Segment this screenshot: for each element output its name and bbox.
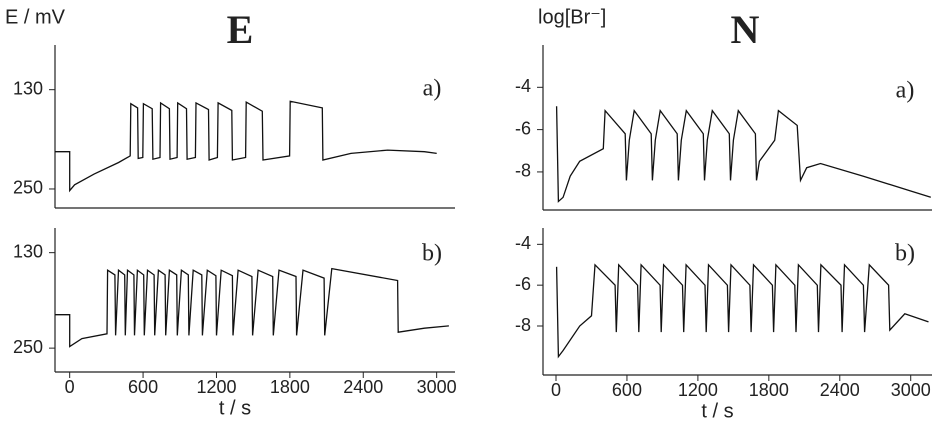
x-tick-label: 600 <box>128 377 158 397</box>
data-line <box>555 106 931 203</box>
x-tick-label: 3000 <box>417 377 457 397</box>
y-tick-label: -6 <box>515 118 531 138</box>
data-line <box>555 263 929 359</box>
panel-label: b) <box>895 241 915 267</box>
x-tick-label: 1800 <box>270 377 310 397</box>
panel-label: a) <box>896 78 915 104</box>
y-tick-label: -4 <box>515 76 531 96</box>
x-tick-label: 3000 <box>891 380 931 400</box>
panel-label: b) <box>422 241 442 267</box>
y-tick-label: -8 <box>515 315 531 335</box>
x-tick-label: 1200 <box>678 380 718 400</box>
y-tick-label: 250 <box>13 337 43 357</box>
x-tick-label: 2400 <box>820 380 860 400</box>
x-tick-label: 2400 <box>343 377 383 397</box>
x-tick-label: 1800 <box>749 380 789 400</box>
data-line <box>55 100 437 193</box>
y-axis-label: E / mV <box>5 6 66 28</box>
y-axis-label: log[Br⁻] <box>538 6 606 28</box>
x-tick-label: 1200 <box>196 377 236 397</box>
y-tick-label: -4 <box>515 233 531 253</box>
x-tick-label: 600 <box>612 380 642 400</box>
panel-label: a) <box>423 76 442 102</box>
y-tick-label: 130 <box>13 78 43 98</box>
x-axis-label: t / s <box>701 400 733 421</box>
y-tick-label: 250 <box>13 178 43 198</box>
panel-title: N <box>731 7 760 52</box>
x-tick-label: 0 <box>551 380 561 400</box>
panel-title: E <box>227 7 254 52</box>
x-tick-label: 0 <box>65 377 75 397</box>
data-line <box>55 267 449 348</box>
x-axis-label: t / s <box>219 397 251 419</box>
y-tick-label: -8 <box>515 161 531 181</box>
y-tick-label: 130 <box>13 241 43 261</box>
y-tick-label: -6 <box>515 274 531 294</box>
